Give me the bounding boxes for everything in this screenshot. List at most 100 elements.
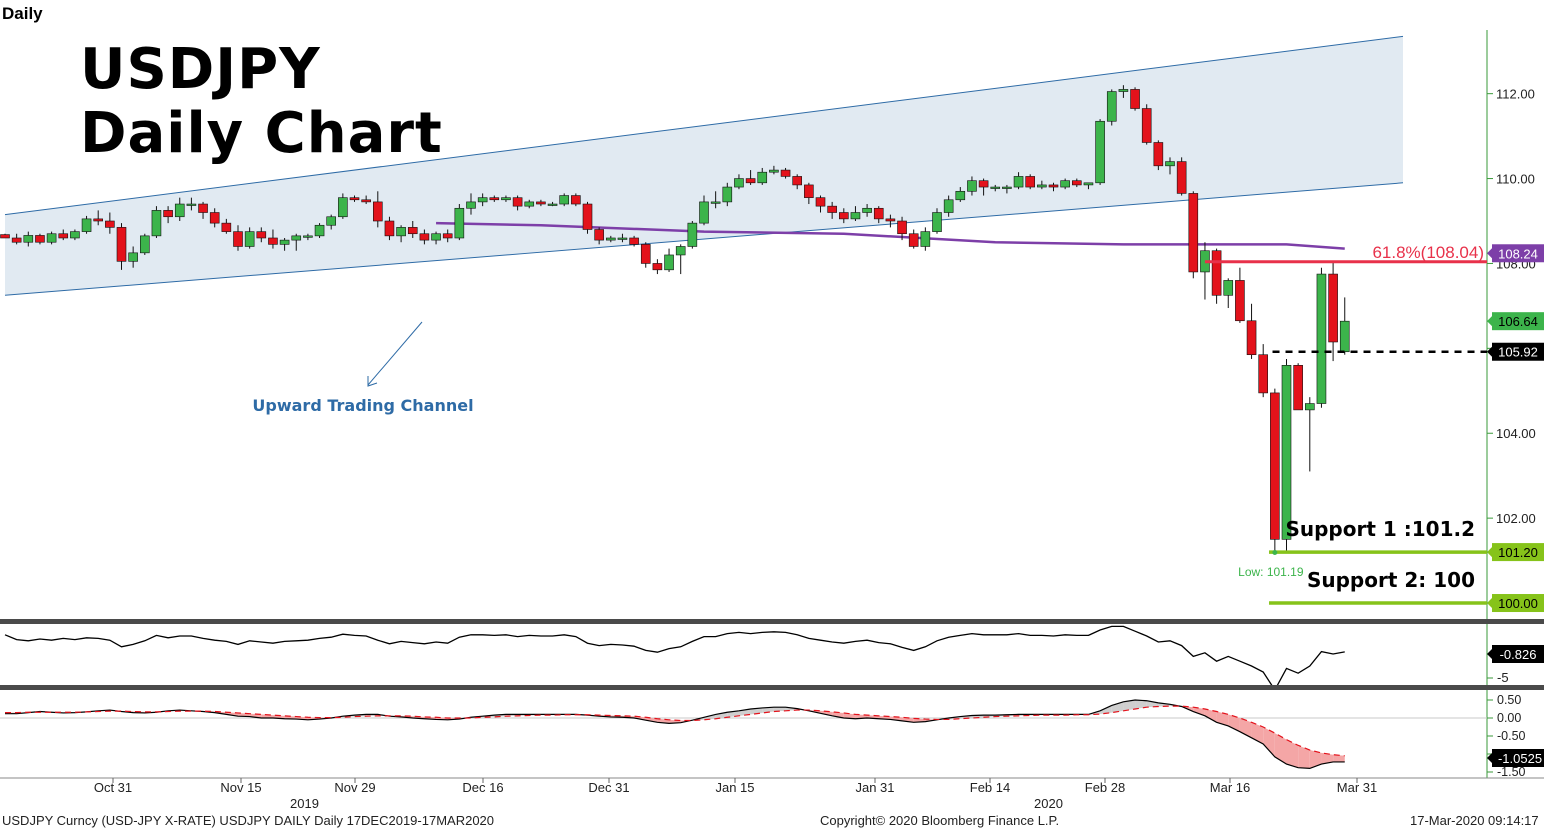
signal-line (5, 705, 1345, 757)
time-tick-label: Jan 31 (855, 780, 894, 795)
year-label-2019: 2019 (290, 796, 319, 811)
histogram-fill (1274, 733, 1287, 765)
candle-down (58, 233, 69, 239)
candle-down (1211, 250, 1222, 296)
price-badge-label: 105.92 (1498, 345, 1538, 360)
macd-tick-label: 0.00 (1497, 711, 1521, 725)
channel-upper-line (4, 35, 1404, 216)
histogram-fill (1204, 709, 1217, 723)
histogram-fill (832, 711, 844, 718)
fib-level-label: 61.8%(108.04) (1372, 243, 1484, 262)
candle-down (815, 197, 826, 207)
candle-up (617, 237, 628, 240)
candle-up (850, 212, 861, 220)
candle-down (1188, 193, 1199, 273)
candle-up (244, 231, 255, 247)
channel-band (5, 36, 1403, 296)
candle-up (1106, 91, 1117, 122)
candle-down (1328, 273, 1338, 343)
time-tick-label: Oct 31 (94, 780, 132, 795)
candle-up (1060, 180, 1070, 188)
candle-down (652, 263, 663, 271)
candle-up (1305, 403, 1315, 411)
candle-up (757, 171, 768, 184)
candle-down (1293, 365, 1303, 411)
candle-down (745, 178, 756, 184)
macd-tick-label: -0.50 (1497, 729, 1526, 743)
price-badge (1492, 342, 1544, 361)
price-badge-label: 106.64 (1498, 314, 1538, 329)
candle-down (233, 231, 243, 247)
histogram-fill (843, 712, 856, 719)
histogram-fill (1135, 700, 1147, 709)
candle-up (524, 201, 535, 207)
candle-down (978, 180, 989, 188)
pane-separator (0, 685, 1544, 690)
candle-up (943, 199, 954, 213)
candle-down (35, 235, 45, 243)
price-badge-pointer (1487, 546, 1493, 559)
candle-down (1048, 184, 1059, 188)
candle-down (105, 220, 115, 228)
candle-up (1223, 280, 1234, 296)
candle-up (675, 246, 686, 256)
candle-down (1153, 142, 1164, 167)
chart-title-line-2: Daily Chart (80, 101, 443, 166)
candle-up (81, 218, 92, 232)
candle-up (1316, 273, 1327, 404)
candle-up (1281, 365, 1292, 540)
time-tick-label: Dec 16 (462, 780, 503, 795)
candle-up (396, 227, 406, 237)
price-tick-label: 110.00 (1496, 172, 1535, 187)
osc-badge (1492, 645, 1544, 663)
candle-down (1141, 108, 1152, 143)
candle-down (582, 203, 593, 230)
price-badge (1492, 594, 1544, 613)
footer-copyright: Copyright© 2020 Bloomberg Finance L.P. (820, 813, 1060, 828)
candle-up (687, 222, 698, 247)
histogram-fill (1123, 700, 1136, 711)
candle-down (198, 203, 208, 213)
candle-down (419, 233, 430, 241)
time-tick-label: Nov 29 (334, 780, 375, 795)
candle-down (792, 176, 803, 186)
footer-security: USDJPY Curncy (USD-JPY X-RATE) USDJPY DA… (2, 813, 495, 828)
candle-down (897, 220, 907, 235)
candle-up (140, 235, 150, 254)
price-badge (1492, 312, 1544, 331)
channel-label: Upward Trading Channel (252, 396, 473, 415)
histogram-fill (1321, 752, 1334, 765)
macd-tick-label: 0.50 (1497, 693, 1521, 707)
candle-down (372, 201, 383, 222)
candle-down (1258, 354, 1268, 394)
histogram-fill (1251, 722, 1264, 744)
candle-up (710, 201, 721, 204)
candle-down (827, 205, 837, 213)
candle-up (338, 197, 348, 218)
histogram-fill (1111, 701, 1124, 713)
histogram-fill (1309, 750, 1322, 769)
chart-title-line-1: USDJPY (80, 37, 321, 102)
price-badge-pointer (1487, 315, 1493, 328)
macd-badge-pointer (1487, 752, 1493, 764)
time-tick-label: Feb 28 (1085, 780, 1125, 795)
candle-up (23, 235, 34, 243)
channel-lower-line (4, 182, 1404, 296)
candle-down (1072, 180, 1082, 186)
candle-down (442, 233, 453, 239)
candle-down (489, 197, 500, 201)
price-tick-label: 102.00 (1496, 511, 1536, 526)
histogram-fill (1193, 707, 1205, 716)
candle-up (862, 207, 872, 213)
candle-down (838, 212, 849, 220)
osc-badge-pointer (1487, 648, 1493, 660)
price-badge-pointer (1487, 597, 1493, 610)
osc-badge-label: -0.826 (1500, 647, 1537, 662)
candle-down (361, 199, 371, 203)
histogram-fill (1100, 705, 1112, 715)
candle-down (629, 237, 639, 245)
candle-down (1235, 280, 1245, 322)
candle-down (640, 244, 651, 264)
candle-up (291, 235, 302, 241)
